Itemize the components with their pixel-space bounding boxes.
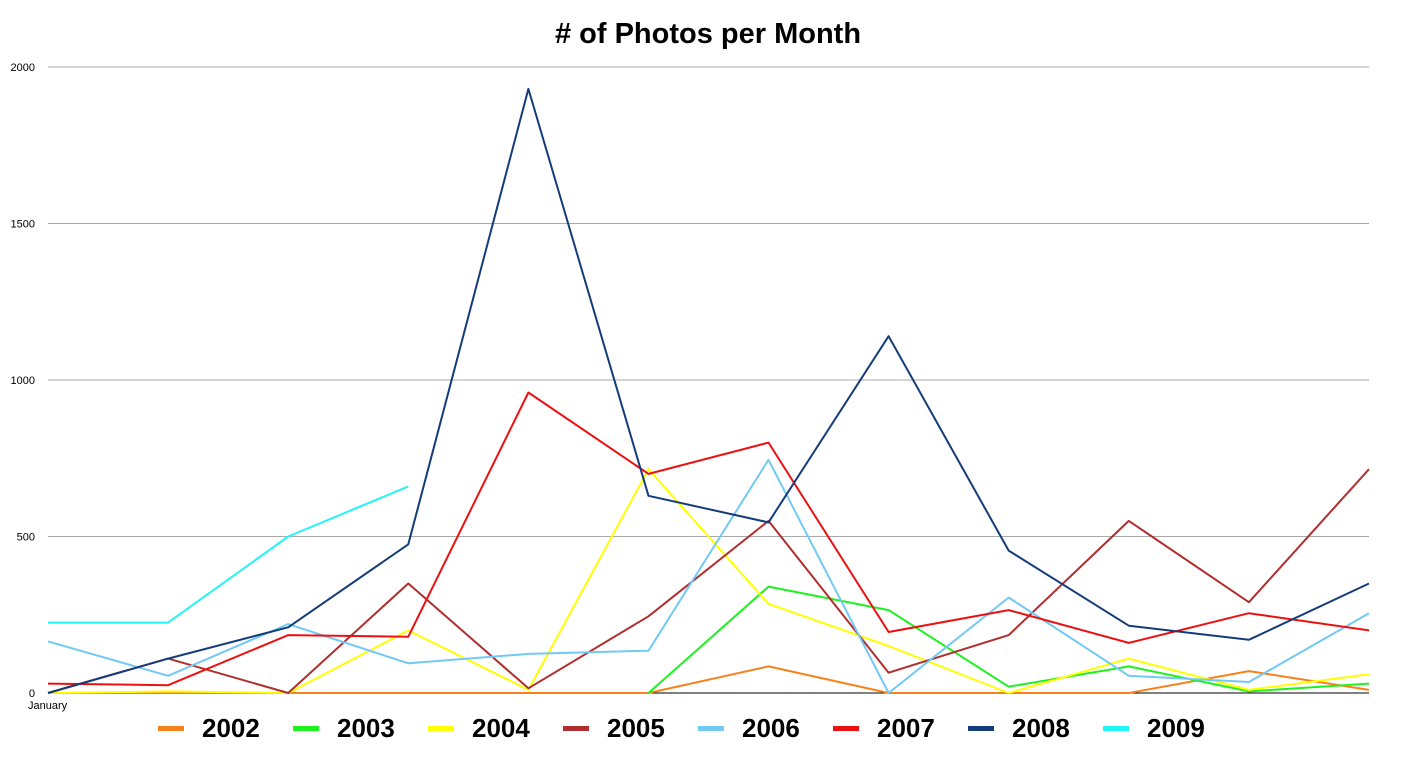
legend-label: 2007 [877,712,935,743]
legend-swatch [158,725,184,731]
series-line-2006 [47,458,1370,694]
y-tick-label: 0 [29,688,35,700]
series-lines [47,87,1370,694]
legend-item-2006: 2006 [698,708,800,748]
y-tick-label: 1500 [11,219,35,231]
legend-item-2007: 2007 [833,708,935,748]
legend-label: 2004 [472,712,530,743]
legend-label: 2002 [202,712,260,743]
series-line-2009 [48,485,409,624]
legend-swatch [1103,725,1129,731]
series-line-2007 [47,391,1370,687]
series-line-2008 [47,87,1370,694]
series-line-2003 [647,585,1370,694]
legend-label: 2009 [1147,712,1205,743]
series-2003 [647,585,1370,694]
legend-swatch [698,725,724,731]
y-tick-label: 2000 [11,62,35,74]
series-2008 [47,87,1370,694]
series-line-2005 [47,468,1370,694]
x-tick-label: January [28,700,68,712]
legend-item-2002: 2002 [158,708,260,748]
y-axis-ticks: 0 500 1000 1500 2000 [11,62,35,700]
legend-label: 2003 [337,712,395,743]
legend-item-2003: 2003 [293,708,395,748]
legend-swatch [968,725,994,731]
legend-label: 2008 [1012,712,1070,743]
legend-swatch [563,725,589,731]
legend-item-2005: 2005 [563,708,665,748]
gridlines [48,66,1369,694]
legend-item-2004: 2004 [428,708,530,748]
y-tick-label: 500 [17,532,35,544]
legend-label: 2006 [742,712,800,743]
series-2006 [47,458,1370,694]
legend-swatch [833,725,859,731]
legend: 2002 2003 2004 2005 2006 2007 2008 2009 [0,708,1401,748]
y-tick-label: 1000 [11,375,35,387]
legend-swatch [293,725,319,731]
series-2007 [47,391,1370,687]
series-2009 [48,485,409,624]
series-2005 [47,468,1370,694]
series-line-2004 [47,468,1370,694]
series-2004 [47,468,1370,694]
legend-item-2009: 2009 [1103,708,1205,748]
chart-title: # of Photos per Month [554,18,862,50]
legend-label: 2005 [607,712,665,743]
x-axis-ticks: January [28,700,68,712]
legend-item-2008: 2008 [968,708,1070,748]
legend-swatch [428,725,454,731]
